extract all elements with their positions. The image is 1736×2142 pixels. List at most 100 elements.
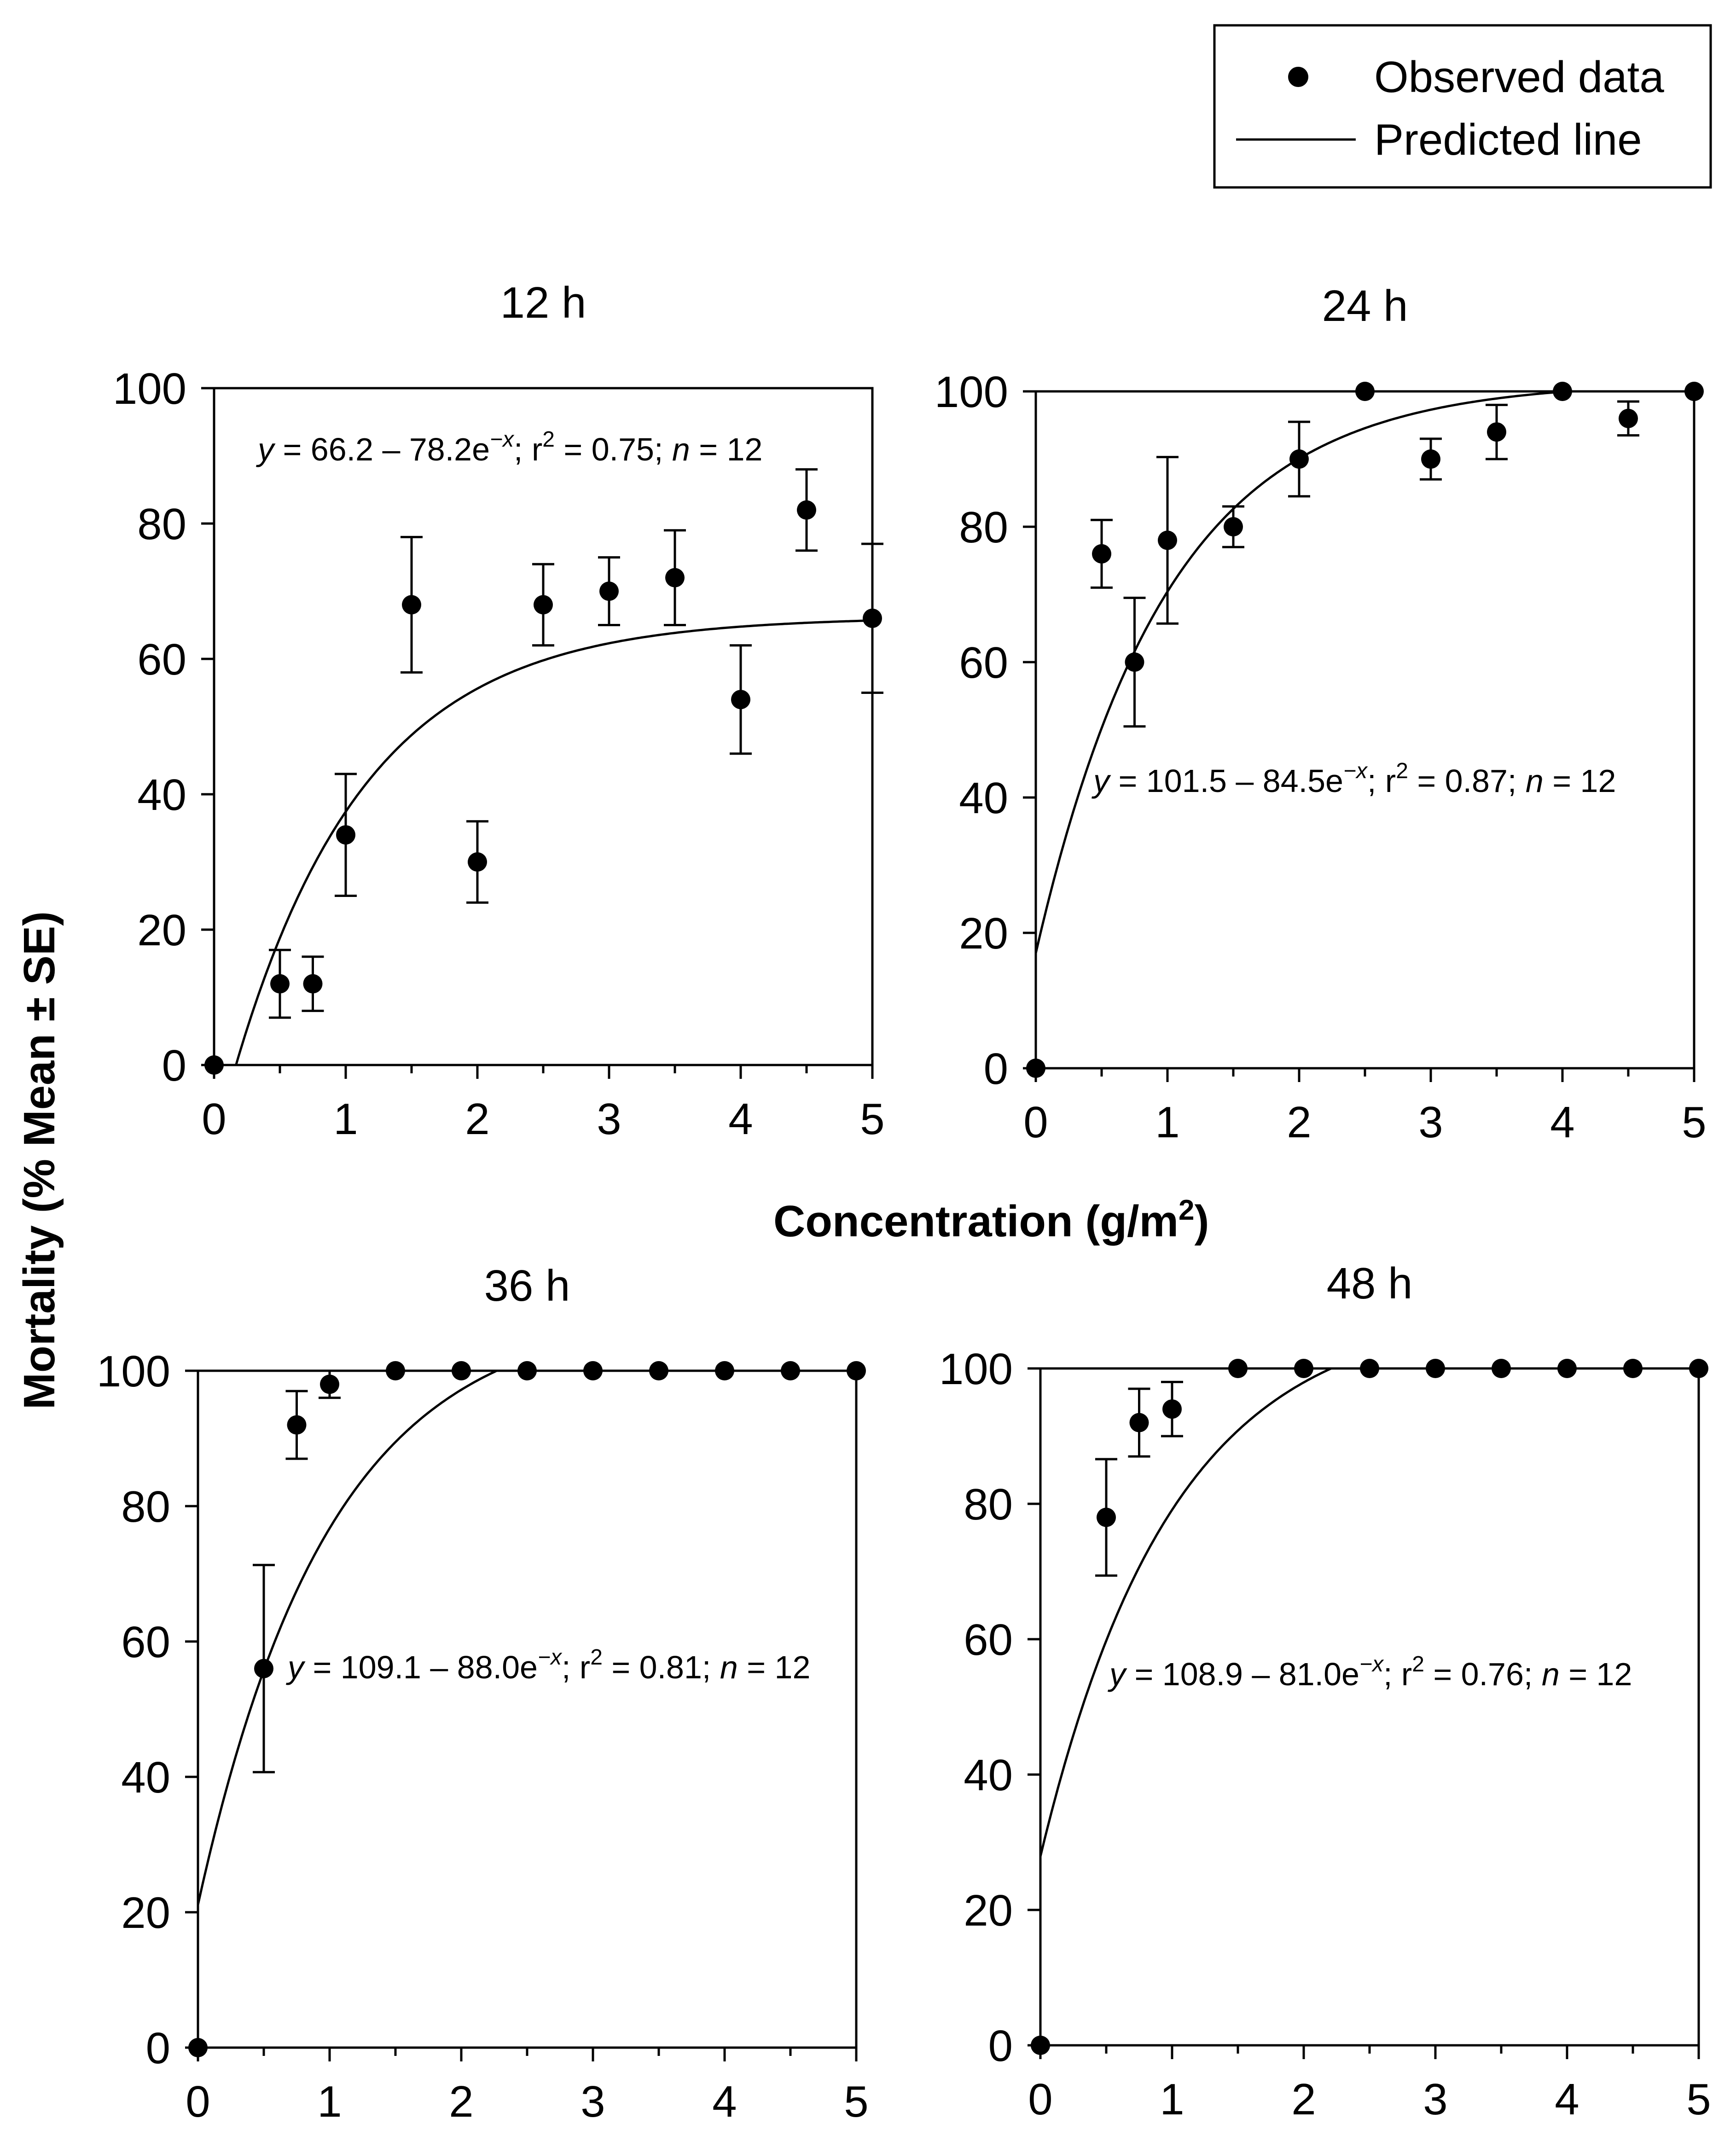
data-point bbox=[863, 608, 882, 628]
predicted-line bbox=[1040, 1368, 1334, 1857]
data-point bbox=[270, 974, 290, 994]
data-point bbox=[1619, 408, 1638, 428]
panel-24h: 24 h 0 20 40 60 80 100 0 1 2 3 4 5 y = 101.5 – 84.5e−… bbox=[935, 281, 1707, 1147]
x-tick-label: 1 bbox=[317, 2077, 342, 2126]
eq-body: = 108.9 – 81.0e bbox=[1126, 1656, 1359, 1692]
x-tick-label: 0 bbox=[1023, 1098, 1048, 1147]
eq-exponent: −x bbox=[538, 1645, 563, 1670]
x-tick-label: 0 bbox=[186, 2077, 210, 2126]
y-tick-label: 40 bbox=[959, 774, 1008, 823]
x-tick-label: 4 bbox=[728, 1094, 753, 1144]
legend-frame bbox=[1213, 24, 1712, 189]
eq-r: ; r bbox=[514, 431, 542, 467]
x-tick-label: 1 bbox=[1160, 2075, 1184, 2124]
eq-r-exponent: 2 bbox=[542, 427, 555, 452]
x-tick-label: 2 bbox=[1287, 1098, 1311, 1147]
y-tick-label: 60 bbox=[137, 635, 186, 684]
data-point bbox=[517, 1361, 537, 1380]
legend-marker-observed bbox=[1288, 67, 1308, 87]
y-tick-label: 20 bbox=[137, 906, 186, 955]
predicted-line bbox=[198, 1371, 499, 1905]
eq-n-value: = 12 bbox=[1560, 1656, 1632, 1692]
data-point bbox=[847, 1361, 866, 1380]
data-point bbox=[188, 2038, 208, 2057]
eq-exponent: −x bbox=[1359, 1652, 1384, 1676]
y-tick-label: 80 bbox=[137, 500, 186, 549]
y-tick-label: 80 bbox=[959, 503, 1008, 552]
data-point bbox=[1228, 1359, 1248, 1378]
data-point bbox=[1125, 652, 1144, 672]
legend-label-observed: Observed data bbox=[1374, 52, 1664, 102]
x-tick-label: 0 bbox=[1028, 2075, 1052, 2124]
x-tick-label: 3 bbox=[1423, 2075, 1447, 2124]
y-tick-label: 40 bbox=[137, 770, 186, 820]
y-tick-label: 60 bbox=[959, 638, 1008, 687]
y-tick-label: 0 bbox=[988, 2021, 1013, 2071]
x-tick-label: 5 bbox=[1682, 1098, 1706, 1147]
x-tick-label: 3 bbox=[581, 2077, 605, 2126]
x-tick-label: 4 bbox=[1555, 2075, 1579, 2124]
predicted-line bbox=[1036, 391, 1583, 954]
plot-frame bbox=[1039, 1367, 1700, 2047]
y-tick-label: 80 bbox=[121, 1482, 170, 1531]
data-point bbox=[1026, 1059, 1045, 1078]
plot-frame bbox=[1034, 390, 1695, 1070]
eq-r-exponent: 2 bbox=[1412, 1652, 1424, 1676]
eq-r-value: = 0.76; bbox=[1424, 1656, 1542, 1692]
eq-n-value: = 12 bbox=[690, 431, 763, 467]
y-tick-label: 20 bbox=[121, 1888, 170, 1938]
eq-exponent: −x bbox=[490, 427, 515, 452]
data-point bbox=[254, 1659, 273, 1678]
eq-r: ; r bbox=[1367, 763, 1396, 799]
data-point bbox=[797, 500, 816, 520]
panel-36h: 36 h 0 20 40 60 80 100 0 1 2 3 4 5 y = 109.1 – 88.0e−… bbox=[97, 1261, 869, 2126]
y-tick-label: 100 bbox=[935, 367, 1008, 417]
predicted-line bbox=[235, 619, 872, 1065]
data-point bbox=[1689, 1359, 1708, 1378]
fit-equation: y = 101.5 – 84.5e−x; r2 = 0.87; n = 12 bbox=[1092, 759, 1616, 799]
data-point bbox=[1426, 1359, 1445, 1378]
y-axis-title: Mortality (% Mean ± SE) bbox=[15, 911, 64, 1409]
data-point bbox=[336, 825, 355, 845]
x-tick-label: 3 bbox=[1418, 1098, 1443, 1147]
data-point bbox=[731, 690, 750, 710]
legend: Observed data Predicted line bbox=[1213, 24, 1712, 189]
eq-r-value: = 0.87; bbox=[1408, 763, 1526, 799]
data-point bbox=[781, 1361, 800, 1380]
data-point bbox=[1684, 382, 1704, 401]
eq-body: = 66.2 – 78.2e bbox=[274, 431, 490, 467]
x-tick-label: 1 bbox=[333, 1094, 358, 1144]
data-point bbox=[534, 595, 553, 615]
fit-equation: y = 109.1 – 88.0e−x; r2 = 0.81; n = 12 bbox=[286, 1645, 810, 1685]
fit-equation: y = 66.2 – 78.2e−x; r2 = 0.75; n = 12 bbox=[256, 427, 762, 467]
y-tick-label: 100 bbox=[113, 364, 186, 413]
data-point bbox=[1162, 1399, 1182, 1419]
y-tick-label: 20 bbox=[959, 909, 1008, 958]
eq-n-value: = 12 bbox=[1544, 763, 1616, 799]
data-point bbox=[1355, 382, 1375, 401]
x-tick-label: 3 bbox=[597, 1094, 621, 1144]
x-tick-label: 5 bbox=[1686, 2075, 1711, 2124]
y-tick-label: 0 bbox=[162, 1041, 186, 1090]
y-tick-label: 100 bbox=[97, 1347, 170, 1396]
panel-title: 36 h bbox=[484, 1261, 570, 1310]
panel-12h: 12 h 0 20 40 60 80 100 0 1 2 3 4 5 y = 66.2 – 78.2e−x… bbox=[113, 278, 885, 1144]
data-point bbox=[1360, 1359, 1379, 1378]
data-point bbox=[1129, 1413, 1149, 1432]
y-tick-label: 20 bbox=[964, 1886, 1013, 1935]
data-point bbox=[1421, 449, 1440, 469]
data-point bbox=[386, 1361, 405, 1380]
eq-exponent: −x bbox=[1343, 759, 1368, 783]
data-point bbox=[665, 568, 685, 588]
panel-title: 12 h bbox=[500, 278, 586, 327]
y-tick-label: 100 bbox=[939, 1345, 1013, 1394]
data-point bbox=[1557, 1359, 1577, 1378]
eq-n: n bbox=[1542, 1656, 1560, 1692]
data-point bbox=[468, 852, 487, 872]
y-tick-label: 40 bbox=[121, 1753, 170, 1802]
eq-n: n bbox=[672, 431, 690, 467]
x-tick-label: 2 bbox=[449, 2077, 473, 2126]
eq-r: ; r bbox=[562, 1649, 590, 1685]
data-point bbox=[1031, 2036, 1050, 2055]
